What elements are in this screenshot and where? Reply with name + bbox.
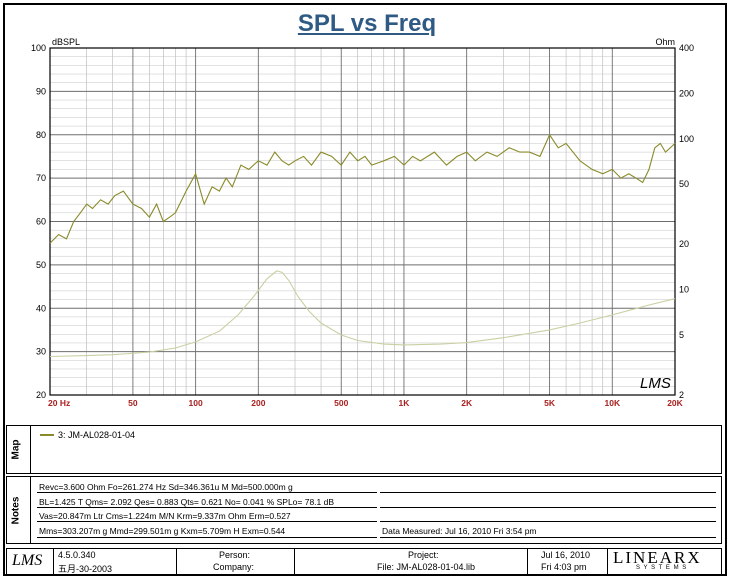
y2-tick-label: 2 bbox=[679, 390, 684, 400]
map-tag: Map bbox=[10, 439, 22, 460]
notes-rule-1b bbox=[380, 492, 716, 493]
y-tick-label: 90 bbox=[36, 86, 46, 96]
x-tick-label: 20K bbox=[667, 398, 683, 408]
version-date: 五月-30-2003 bbox=[58, 564, 113, 574]
series-line bbox=[49, 133, 676, 244]
version-text: 4.5.0.340 bbox=[58, 550, 96, 560]
notes-line-4: Mms=303.207m g Mmd=299.501m g Kxm=5.709m… bbox=[39, 526, 286, 536]
spl-frequency-chart: 20 Hz 50 100 200 500 1K 2K 5K 10K 20K 20 30 40 50 60 7… bbox=[31, 37, 694, 408]
project-label: Project: bbox=[408, 550, 439, 560]
legend-entry: 3: JM-AL028-01-04 bbox=[58, 430, 136, 440]
lms-watermark: LMS bbox=[640, 375, 671, 392]
footer bbox=[6, 548, 722, 575]
y2-tick-label: 5 bbox=[679, 330, 684, 340]
notes-line-1: Revc=3.600 Ohm Fo=261.274 Hz Sd=346.361u… bbox=[39, 482, 293, 492]
series-line bbox=[49, 270, 676, 358]
y-tick-label: 20 bbox=[36, 390, 46, 400]
plot-border bbox=[49, 47, 676, 396]
x-tick-label: 2K bbox=[461, 398, 473, 408]
notes-tag: Notes bbox=[10, 496, 22, 524]
person-label: Person: bbox=[219, 550, 251, 560]
document-frame bbox=[3, 3, 727, 576]
notes-rule-1 bbox=[37, 492, 377, 493]
y-axis-label-right: Ohm bbox=[655, 37, 675, 47]
y-tick-label: 60 bbox=[36, 217, 46, 227]
x-tick-label: 200 bbox=[251, 398, 265, 408]
print-date: Jul 16, 2010 bbox=[541, 550, 591, 560]
y-axis-label-left: dBSPL bbox=[52, 37, 80, 47]
x-tick-label: 20 Hz bbox=[48, 398, 70, 408]
spl-series bbox=[49, 133, 676, 244]
impedance-series bbox=[49, 270, 676, 358]
x-tick-label: 100 bbox=[189, 398, 203, 408]
lms-logo: LMS bbox=[12, 552, 43, 569]
notes-line-3: Vas=20.847m Ltr Cms=1.224m M/N Krm=9.337… bbox=[39, 511, 291, 521]
linearx-subtitle: S Y S T E M S bbox=[636, 565, 688, 571]
map-tag-box bbox=[6, 425, 31, 474]
y2-tick-label: 400 bbox=[679, 43, 694, 53]
notes-rule-2 bbox=[37, 507, 377, 508]
notes-rule-2b bbox=[380, 507, 716, 508]
footer-logo-cell: LMS bbox=[6, 548, 54, 575]
notes-tag-box bbox=[6, 476, 31, 544]
y2-tick-label: 10 bbox=[679, 285, 689, 295]
y2-tick-label: 20 bbox=[679, 239, 689, 249]
x-tick-label: 10K bbox=[604, 398, 620, 408]
y-tick-label: 50 bbox=[36, 260, 46, 270]
y2-tick-labels: 2 5 10 20 50 100 200 400 bbox=[679, 43, 694, 400]
y2-tick-label: 50 bbox=[679, 179, 689, 189]
x-tick-label: 500 bbox=[334, 398, 348, 408]
notes-rule-4b bbox=[380, 537, 716, 538]
y-tick-label: 30 bbox=[36, 347, 46, 357]
y-tick-label: 100 bbox=[31, 43, 46, 53]
company-label: Company: bbox=[213, 562, 255, 572]
y2-tick-label: 200 bbox=[679, 88, 694, 98]
linearx-logo: LINEARX bbox=[613, 548, 702, 567]
x-tick-label: 5K bbox=[544, 398, 556, 408]
y-tick-label: 70 bbox=[36, 173, 46, 183]
y-tick-label: 80 bbox=[36, 130, 46, 140]
y-tick-label: 40 bbox=[36, 303, 46, 313]
chart-title: SPL vs Freq bbox=[297, 10, 437, 37]
footer-date-cell: Jul 16, 2010 Fri 4:03 pm bbox=[528, 548, 608, 575]
x-tick-labels: 20 Hz 50 100 200 500 1K 2K 5K 10K 20K bbox=[48, 398, 684, 408]
data-measured: Data Measured: Jul 16, 2010 Fri 3:54 pm bbox=[382, 526, 537, 536]
notes-rule-3b bbox=[380, 521, 716, 522]
footer-brand-cell: LINEARX S Y S T E M S bbox=[608, 548, 722, 575]
y-tick-labels: 20 30 40 50 60 70 80 90 100 bbox=[31, 43, 46, 400]
legend-swatch bbox=[40, 434, 54, 436]
x-tick-label: 50 bbox=[128, 398, 138, 408]
print-time: Fri 4:03 pm bbox=[541, 562, 587, 572]
x-tick-label: 1K bbox=[399, 398, 411, 408]
notes-line-2: BL=1.425 T Qms= 2.092 Qes= 0.883 Qts= 0.… bbox=[39, 497, 335, 507]
notes-rule-4 bbox=[37, 537, 377, 538]
footer-version-cell: 4.5.0.340 五月-30-2003 bbox=[54, 548, 177, 575]
notes-rule-3 bbox=[37, 521, 377, 522]
footer-person-cell: Person: Company: bbox=[177, 548, 295, 575]
footer-project-cell: Project: File: JM-AL028-01-04.lib bbox=[295, 548, 528, 575]
y2-tick-label: 100 bbox=[679, 134, 694, 144]
file-name: File: JM-AL028-01-04.lib bbox=[377, 562, 476, 572]
